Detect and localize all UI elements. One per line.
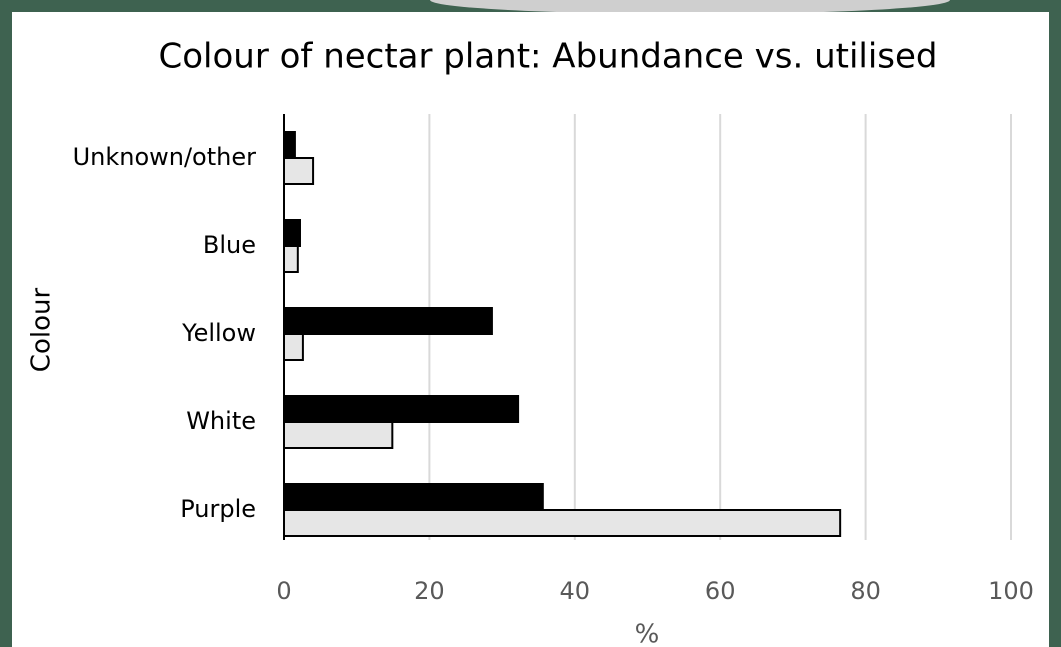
y-tick-label: Yellow xyxy=(181,319,256,347)
bar xyxy=(284,308,492,334)
page: Colour of nectar plant: Abundance vs. ut… xyxy=(0,0,1061,647)
y-tick-label: Purple xyxy=(180,495,256,523)
bar xyxy=(284,422,392,448)
y-tick-label: Blue xyxy=(203,231,256,259)
x-axis-label: % xyxy=(635,620,660,647)
bar xyxy=(284,510,840,536)
x-tick-label: 100 xyxy=(988,577,1034,605)
bar xyxy=(284,158,313,184)
bar xyxy=(284,484,543,510)
y-tick-label: White xyxy=(186,407,256,435)
bar xyxy=(284,132,295,158)
x-tick-label: 80 xyxy=(850,577,881,605)
bar xyxy=(284,246,298,272)
panel xyxy=(12,12,1049,647)
bar xyxy=(284,220,300,246)
x-tick-label: 40 xyxy=(560,577,591,605)
x-tick-label: 20 xyxy=(414,577,445,605)
y-tick-label: Unknown/other xyxy=(73,143,257,171)
x-tick-label: 0 xyxy=(276,577,291,605)
chart-title: Colour of nectar plant: Abundance vs. ut… xyxy=(158,37,937,77)
y-axis-label: Colour xyxy=(27,288,57,373)
chart: Colour of nectar plant: Abundance vs. ut… xyxy=(0,0,1061,647)
x-tick-label: 60 xyxy=(705,577,736,605)
bar xyxy=(284,396,518,422)
bar xyxy=(284,334,303,360)
